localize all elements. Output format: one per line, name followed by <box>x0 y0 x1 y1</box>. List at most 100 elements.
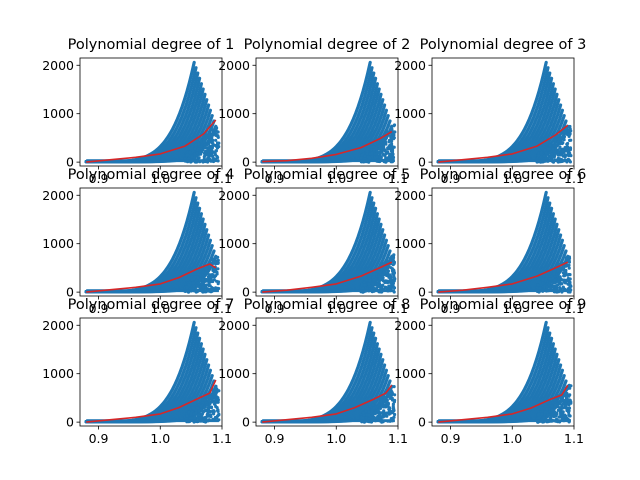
scatter-point <box>380 414 384 418</box>
scatter-point <box>373 142 377 146</box>
scatter-point <box>365 149 369 153</box>
scatter-point <box>548 143 552 147</box>
scatter-points <box>260 320 397 424</box>
scatter-point <box>561 149 565 153</box>
scatter-point <box>546 147 550 151</box>
scatter-point <box>390 142 394 146</box>
scatter-point <box>383 267 387 271</box>
scatter-point <box>564 392 568 396</box>
scatter-point <box>214 138 218 142</box>
subplot-degree-1: 0 1000 2000 0.9 1.0 1.1 Polynomial degree of 1 <box>42 37 234 186</box>
scatter-point <box>568 124 572 129</box>
scatter-point <box>215 146 220 150</box>
scatter-point <box>187 283 191 287</box>
scatter-point <box>392 275 396 279</box>
scatter-point <box>566 282 570 286</box>
scatter-point <box>563 153 567 157</box>
scatter-point <box>361 416 365 420</box>
scatter-point <box>552 398 557 402</box>
fit-line <box>262 130 393 163</box>
scatter-point <box>549 286 553 290</box>
scatter-point <box>206 395 210 400</box>
scatter-point <box>552 415 556 419</box>
scatter-point <box>553 281 557 285</box>
scatter-point <box>211 138 215 143</box>
fit-line <box>438 124 569 163</box>
scatter-point <box>392 124 396 128</box>
scatter-point <box>188 150 192 154</box>
scatter-point <box>386 146 390 150</box>
scatter-baseline-band <box>86 159 219 163</box>
scatter-point <box>391 409 396 413</box>
scatter-point <box>567 259 571 263</box>
scatter-point <box>206 409 210 413</box>
scatter-point <box>551 276 555 280</box>
scatter-point <box>211 273 215 277</box>
scatter-point <box>378 406 382 410</box>
subplot-title: Polynomial degree of 6 <box>420 167 587 183</box>
scatter-point <box>205 412 210 416</box>
scatter-baseline-band <box>438 419 571 423</box>
scatter-point <box>367 410 371 414</box>
scatter-point <box>196 281 200 285</box>
scatter-point <box>554 144 558 148</box>
y-tick-label: 0 <box>66 285 74 300</box>
scatter-point <box>194 411 198 415</box>
y-tick-label: 2000 <box>394 188 426 203</box>
scatter-point <box>195 151 200 155</box>
fit-line <box>86 379 217 423</box>
scatter-point <box>566 141 570 146</box>
scatter-point <box>391 416 395 420</box>
scatter-point <box>560 153 564 157</box>
scatter-point <box>211 142 215 146</box>
scatter-point <box>386 271 390 275</box>
scatter-point <box>390 391 394 395</box>
fit-line <box>438 384 569 423</box>
scatter-point <box>560 141 564 146</box>
scatter-point <box>566 153 570 157</box>
scatter-point <box>378 415 382 419</box>
scatter-point <box>388 153 392 157</box>
scatter-point <box>217 389 221 393</box>
scatter-point <box>376 283 380 287</box>
scatter-point <box>568 127 572 131</box>
y-tick-label: 1000 <box>218 236 250 251</box>
scatter-point <box>201 269 205 273</box>
subplot-title: Polynomial degree of 3 <box>420 37 587 53</box>
scatter-point <box>388 389 392 393</box>
scatter-point <box>567 413 571 417</box>
scatter-point <box>541 278 545 282</box>
scatter-point <box>360 153 364 157</box>
scatter-point <box>185 286 189 290</box>
fit-line <box>438 261 569 293</box>
scatter-point <box>207 133 211 137</box>
scatter-point <box>203 153 207 157</box>
x-tick-label: 1.0 <box>150 301 170 316</box>
scatter-point <box>550 152 554 156</box>
y-tick-label: 2000 <box>42 318 74 333</box>
scatter-point <box>561 285 565 289</box>
scatter-point <box>201 401 205 405</box>
scatter-point <box>384 151 388 156</box>
scatter-point <box>207 284 211 288</box>
x-tick-label: 1.0 <box>502 431 522 446</box>
axes-frame <box>431 317 575 427</box>
scatter-point <box>552 269 556 273</box>
scatter-point <box>210 134 214 138</box>
scatter-baseline-band <box>86 289 219 293</box>
scatter-point <box>562 278 566 282</box>
scatter-point <box>567 266 571 270</box>
scatter-point <box>378 276 382 280</box>
y-tick-label: 2000 <box>394 318 426 333</box>
scatter-point <box>375 155 380 159</box>
scatter-point <box>196 276 200 280</box>
y-tick-label: 0 <box>242 285 250 300</box>
scatter-point <box>564 404 568 408</box>
scatter-point <box>204 283 208 287</box>
scatter-point <box>558 266 562 271</box>
scatter-point <box>545 274 549 278</box>
scatter-point <box>208 402 212 406</box>
scatter-points <box>84 60 221 164</box>
x-tick-label: 1.1 <box>564 431 584 446</box>
